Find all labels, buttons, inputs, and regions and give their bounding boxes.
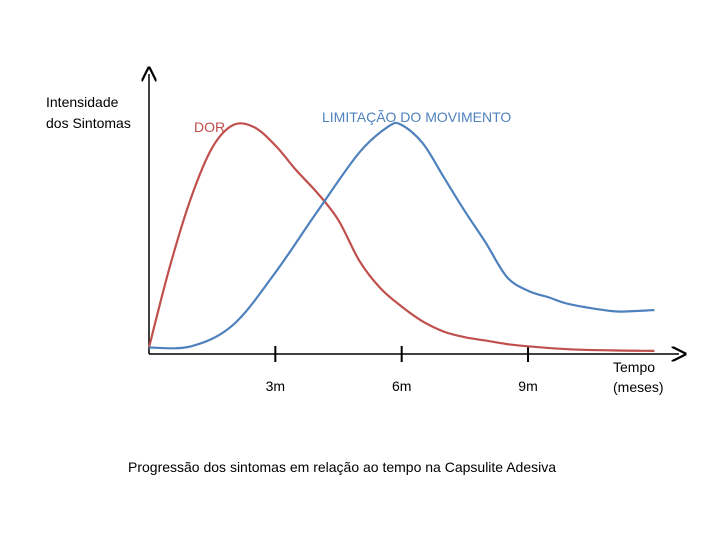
series-label-dor: DOR	[194, 119, 225, 135]
x-axis-label: Tempo (meses)	[613, 359, 664, 395]
series-line-limitacao-do-movimento	[148, 121, 655, 350]
y-axis-label: Intensidade dos Sintomas	[46, 94, 131, 131]
x-tick-label-9m: 9m	[518, 378, 537, 394]
x-tick-label-6m: 6m	[392, 378, 411, 394]
x-tick-label-3m: 3m	[266, 378, 285, 394]
series-line-dor	[147, 122, 655, 352]
chart-caption: Progressão dos sintomas em relação ao te…	[128, 459, 556, 475]
series-label-limitacao: LIMITAÇÃO DO MOVIMENTO	[322, 109, 511, 125]
